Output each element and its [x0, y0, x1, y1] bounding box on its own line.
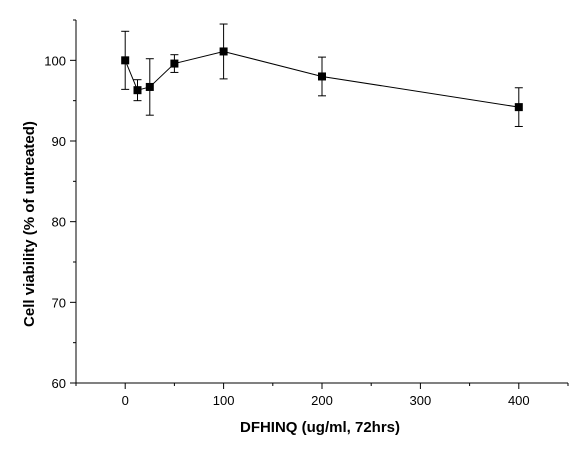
tick-labels: 0 100 200 300 400 60 70 80 90 100	[44, 53, 529, 408]
x-tick-label: 300	[410, 393, 432, 408]
y-tick-label: 70	[52, 295, 66, 310]
markers	[121, 47, 523, 112]
y-tick-label: 80	[52, 215, 66, 230]
x-axis-label: DFHINQ (ug/ml, 72hrs)	[240, 419, 400, 436]
x-tick-label: 100	[213, 393, 235, 408]
data-point-marker	[318, 72, 326, 81]
x-tick-label: 400	[508, 393, 530, 408]
data-point-marker	[514, 103, 523, 112]
y-axis-label: Cell viability (% of untreated)	[21, 121, 38, 327]
data-point-marker	[121, 56, 130, 65]
ticks	[70, 19, 569, 389]
data-point-marker	[219, 47, 228, 56]
x-tick-label: 200	[311, 393, 333, 408]
data-point-marker	[133, 86, 142, 95]
x-tick-label: 0	[122, 393, 129, 408]
data-point-marker	[145, 82, 154, 91]
y-tick-label: 90	[52, 134, 66, 149]
data-point-marker	[170, 59, 179, 68]
y-tick-label: 60	[52, 376, 66, 391]
y-tick-label: 100	[44, 53, 66, 68]
